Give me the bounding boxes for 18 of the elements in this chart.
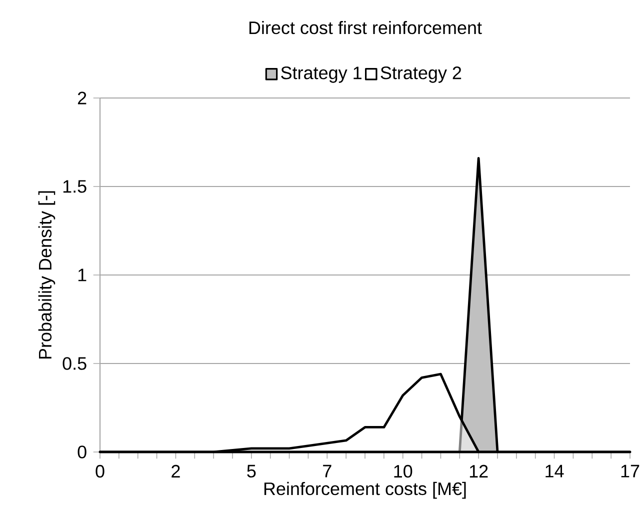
legend-label: Strategy 1 <box>281 66 362 83</box>
chart-title: Direct cost first reinforcement <box>249 20 482 34</box>
y-tick-label: 0.5 <box>62 357 86 370</box>
y-tick-label: 1 <box>78 268 86 282</box>
x-tick-label: 17 <box>621 464 640 478</box>
x-tick-label: 14 <box>546 464 564 478</box>
x-tick-label: 2 <box>172 464 180 478</box>
y-tick-label: 0 <box>78 446 86 458</box>
y-tick-label: 2 <box>78 92 86 104</box>
x-tick-label: 7 <box>323 464 332 478</box>
x-tick-label: 5 <box>247 464 256 478</box>
x-axis-title: Reinforcement costs [M€] <box>264 482 466 499</box>
x-tick-label: 12 <box>470 464 488 478</box>
legend-label: Strategy 2 <box>380 66 462 83</box>
y-tick-label: 1.5 <box>63 180 86 193</box>
x-tick-label: 10 <box>394 464 412 478</box>
x-tick-label: 0 <box>96 464 104 478</box>
y-axis-title: Probability Density [-] <box>38 191 56 359</box>
